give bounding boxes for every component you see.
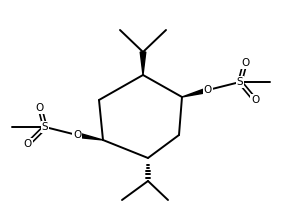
Text: O: O (241, 58, 249, 68)
Polygon shape (77, 133, 103, 140)
Text: S: S (237, 77, 243, 87)
Text: O: O (251, 95, 259, 105)
Text: O: O (204, 85, 212, 95)
Text: O: O (36, 103, 44, 113)
Polygon shape (140, 52, 146, 75)
Text: O: O (73, 130, 81, 140)
Polygon shape (182, 88, 209, 97)
Text: O: O (24, 139, 32, 149)
Text: S: S (42, 122, 48, 132)
